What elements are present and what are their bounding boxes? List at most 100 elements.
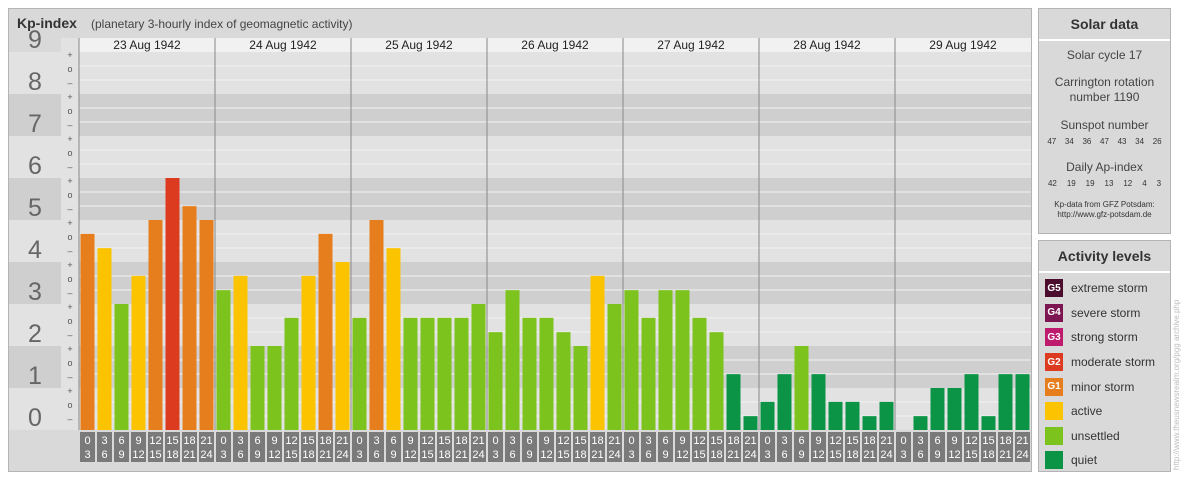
- interval-start-label: 15: [574, 435, 586, 447]
- legend-row: G2 moderate storm: [1039, 350, 1170, 375]
- kp-bar: [981, 416, 996, 430]
- interval-cell: [930, 432, 945, 462]
- interval-start-label: 3: [101, 435, 107, 447]
- kp-bar: [879, 401, 894, 430]
- kp-bar: [930, 388, 945, 430]
- interval-cell: [403, 432, 418, 462]
- sunspot-value: 36: [1082, 137, 1092, 146]
- interval-end-label: 12: [404, 449, 416, 461]
- legend-row: G1 minor storm: [1039, 374, 1170, 399]
- minor-tick-label: o: [67, 64, 72, 74]
- kp-bar: [369, 220, 384, 430]
- activity-levels-panel: Activity levels G5 extreme storm G4 severe …: [1038, 240, 1171, 472]
- interval-cell: [998, 432, 1013, 462]
- ap-value: 19: [1085, 179, 1095, 188]
- interval-end-label: 3: [764, 449, 770, 461]
- solar-cycle: Solar cycle 17: [1066, 48, 1143, 62]
- interval-start-label: 21: [200, 435, 212, 447]
- interval-cell: [607, 432, 622, 462]
- interval-start-label: 6: [254, 435, 260, 447]
- kp-bar: [947, 388, 962, 430]
- kp-bar: [777, 374, 792, 430]
- credit-line2: http://www.gfz-potsdam.de: [1057, 210, 1152, 219]
- interval-start-label: 6: [118, 435, 124, 447]
- kp-bar: [182, 206, 197, 430]
- kp-bar: [403, 317, 418, 430]
- interval-end-label: 15: [421, 449, 433, 461]
- ap-values: 42 19 19 13 12 4 3: [1039, 179, 1170, 188]
- kp-bar: [539, 317, 554, 430]
- minor-tick-label: –: [67, 330, 72, 340]
- interval-end-label: 3: [84, 449, 90, 461]
- kp-bar: [794, 346, 809, 430]
- ap-value: 19: [1066, 179, 1076, 188]
- interval-start-label: 21: [608, 435, 620, 447]
- kp-bar: [862, 416, 877, 430]
- interval-start-label: 9: [679, 435, 685, 447]
- carrington-line1: Carrington rotation: [1054, 75, 1155, 89]
- ap-value: 3: [1156, 179, 1162, 188]
- sunspot-value: 26: [1152, 137, 1162, 146]
- interval-end-label: 21: [591, 449, 603, 461]
- interval-start-label: 3: [917, 435, 923, 447]
- interval-end-label: 9: [662, 449, 668, 461]
- day-label: 24 Aug 1942: [249, 38, 317, 52]
- minor-tick-label: o: [67, 316, 72, 326]
- minor-tick-label: o: [67, 148, 72, 158]
- kp-bar: [811, 374, 826, 430]
- legend-row: G3 strong storm: [1039, 325, 1170, 350]
- interval-start-label: 0: [84, 435, 90, 447]
- interval-start-label: 12: [829, 435, 841, 447]
- interval-start-label: 21: [1016, 435, 1028, 447]
- interval-cell: [556, 432, 571, 462]
- interval-cell: [284, 432, 299, 462]
- interval-cell: [1015, 432, 1030, 462]
- interval-cell: [335, 432, 350, 462]
- interval-cell: [182, 432, 197, 462]
- interval-start-label: 15: [302, 435, 314, 447]
- solar-data-panel: Solar data Solar cycle 17 Carrington rot…: [1038, 8, 1171, 234]
- kp-bar: [590, 275, 605, 430]
- kp-bar: [386, 248, 401, 430]
- interval-end-label: 9: [798, 449, 804, 461]
- interval-start-label: 15: [982, 435, 994, 447]
- interval-start-label: 0: [764, 435, 770, 447]
- kp-bar: [505, 290, 520, 430]
- interval-cell: [131, 432, 146, 462]
- interval-end-label: 3: [492, 449, 498, 461]
- interval-cell: [624, 432, 639, 462]
- kp-bar: [437, 317, 452, 430]
- interval-end-label: 18: [166, 449, 178, 461]
- interval-cell: [811, 432, 826, 462]
- kp-bar: [709, 332, 724, 430]
- day-label: 27 Aug 1942: [657, 38, 725, 52]
- kp-bar: [522, 317, 537, 430]
- legend-swatch: G4: [1045, 303, 1063, 322]
- interval-cell: [539, 432, 554, 462]
- minor-tick-label: –: [67, 120, 72, 130]
- minor-tick-label: –: [67, 204, 72, 214]
- interval-cell: [641, 432, 656, 462]
- kp-bar: [352, 317, 367, 430]
- legend-row: G5 extreme storm: [1039, 276, 1170, 301]
- interval-end-label: 6: [237, 449, 243, 461]
- kp-bar: [1015, 374, 1030, 430]
- kp-bar: [726, 374, 741, 430]
- interval-start-label: 6: [662, 435, 668, 447]
- interval-start-label: 21: [472, 435, 484, 447]
- interval-start-label: 3: [645, 435, 651, 447]
- interval-cell: [692, 432, 707, 462]
- legend-swatch: G1: [1045, 377, 1063, 396]
- kp-bar: [420, 317, 435, 430]
- y-tick-label: 7: [28, 110, 42, 138]
- carrington-line2: number 1190: [1069, 90, 1140, 104]
- interval-cell: [879, 432, 894, 462]
- interval-cell: [794, 432, 809, 462]
- minor-tick-label: +: [67, 134, 72, 144]
- solar-data-title: Solar data: [1039, 9, 1170, 41]
- minor-tick-label: +: [67, 386, 72, 396]
- interval-end-label: 6: [101, 449, 107, 461]
- credit-line1: Kp-data from GFZ Potsdam:: [1054, 200, 1155, 209]
- interval-end-label: 18: [982, 449, 994, 461]
- day-label: 28 Aug 1942: [793, 38, 861, 52]
